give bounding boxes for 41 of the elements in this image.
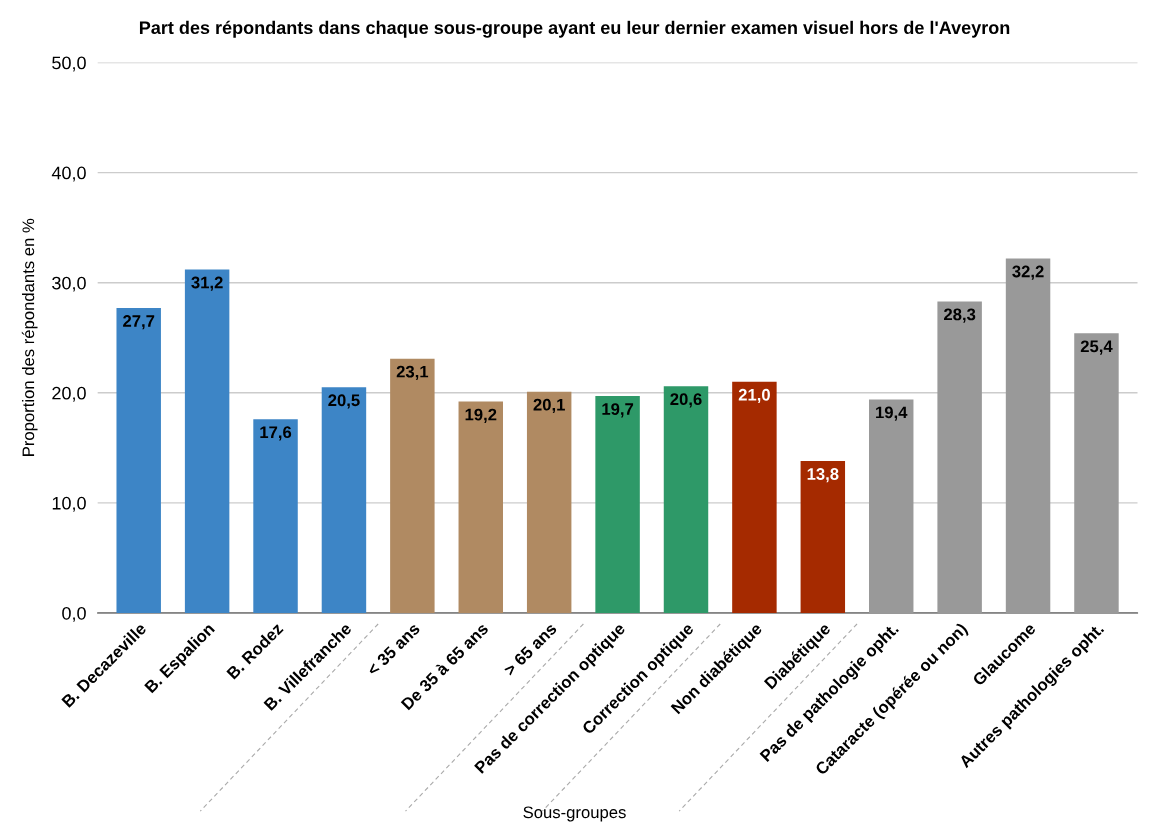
bar [1005,258,1051,613]
bar [1074,333,1119,613]
data-label: 19,2 [465,408,497,423]
bar [116,308,161,613]
data-label: 25,4 [1080,340,1113,355]
y-axis-title: Proportion des répondants en % [21,218,38,456]
x-axis-title: Sous-groupes [523,806,626,822]
bar [526,391,572,613]
bar [937,301,982,613]
bar [595,396,640,613]
bar [800,461,846,613]
x-tick-label: < 35 ans [366,622,421,677]
data-label: 19,4 [876,406,908,421]
bar [732,381,777,613]
bar [458,401,503,613]
y-tick-label: 20,0 [52,386,86,402]
bar [184,269,230,613]
data-label: 19,7 [602,403,634,418]
bar [869,399,914,613]
y-tick-label: 30,0 [52,276,86,292]
y-tick-label: 50,0 [52,56,86,72]
bar [663,386,709,613]
data-label: 28,3 [944,308,976,323]
y-tick-label: 10,0 [52,496,86,512]
data-label: 31,2 [191,276,223,291]
y-tick-label: 0,0 [62,606,86,622]
bar [253,419,298,613]
bar [321,387,367,613]
data-label: 32,2 [1012,265,1044,280]
data-label: 20,1 [533,398,565,413]
bar [390,358,435,613]
data-label: 20,5 [328,394,360,409]
data-label: 27,7 [123,315,155,330]
data-label: 13,8 [807,468,839,483]
data-label: 23,1 [396,365,429,380]
x-tick-label: > 65 ans [503,622,558,677]
chart-title: Part des répondants dans chaque sous-groupe ayant eu leur dernier examen visuel hors de l'Aveyron [139,20,1010,38]
data-label: 21,0 [738,388,770,404]
data-label: 20,6 [670,393,702,408]
y-tick-label: 40,0 [51,166,86,182]
data-label: 17,6 [260,426,292,441]
